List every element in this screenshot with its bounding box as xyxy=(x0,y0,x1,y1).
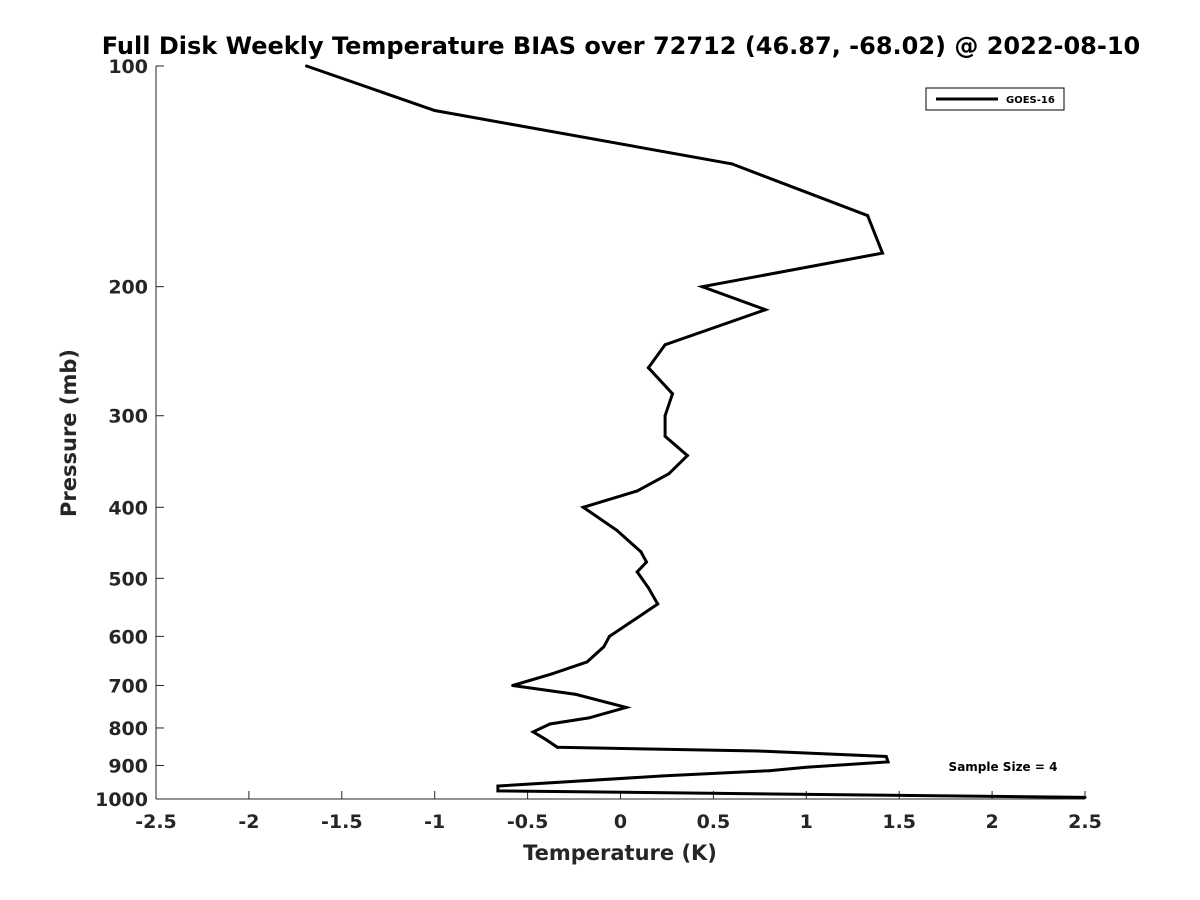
data-point xyxy=(656,602,660,606)
y-tick-label: 500 xyxy=(108,568,148,590)
data-point xyxy=(685,454,689,458)
data-point xyxy=(544,738,548,742)
data-point xyxy=(866,214,870,218)
data-point xyxy=(555,745,559,749)
x-tick-label: -0.5 xyxy=(507,811,549,833)
x-tick-label: -1.5 xyxy=(321,811,363,833)
x-tick-label: -1 xyxy=(424,811,445,833)
data-point xyxy=(574,692,578,696)
y-tick-label: 100 xyxy=(108,56,148,78)
data-point xyxy=(624,705,628,709)
x-tick-label: 1.5 xyxy=(882,811,916,833)
data-point xyxy=(700,285,704,289)
data-point xyxy=(628,621,632,625)
data-point xyxy=(496,784,500,788)
data-point xyxy=(886,760,890,764)
y-tick-label: 600 xyxy=(108,626,148,648)
data-point xyxy=(1083,795,1087,799)
legend-label-goes-16: GOES-16 xyxy=(1006,95,1055,106)
y-tick-label: 700 xyxy=(108,675,148,697)
y-axis-ticks: 100 200 300 400 500 600 700 800 900 1000 xyxy=(95,56,164,811)
data-point xyxy=(756,749,760,753)
y-tick-label: 300 xyxy=(108,406,148,428)
data-point xyxy=(639,550,643,554)
data-point xyxy=(433,109,437,112)
data-point xyxy=(884,755,888,758)
data-point xyxy=(661,774,665,778)
data-point xyxy=(730,162,734,166)
data-point xyxy=(767,769,771,773)
sample-size-annotation: Sample Size = 4 xyxy=(949,760,1058,774)
series-layer xyxy=(305,64,1087,799)
x-tick-label: 2 xyxy=(985,811,998,833)
data-point xyxy=(496,789,500,793)
data-point xyxy=(763,308,767,312)
data-point xyxy=(881,251,884,255)
data-point xyxy=(511,684,515,687)
data-point xyxy=(550,672,554,676)
y-tick-label: 200 xyxy=(108,277,148,299)
data-point xyxy=(635,570,639,574)
data-point xyxy=(671,392,674,396)
data-point xyxy=(663,434,667,438)
series-line-goes-16 xyxy=(306,64,1086,799)
data-point xyxy=(581,505,585,509)
data-point xyxy=(635,489,639,493)
axes xyxy=(155,66,1085,800)
x-tick-label: 0 xyxy=(614,811,627,833)
data-point xyxy=(663,343,667,347)
data-point xyxy=(585,660,589,664)
y-tick-label: 1000 xyxy=(95,789,148,811)
y-tick-label: 400 xyxy=(108,497,148,519)
data-point xyxy=(602,645,606,649)
y-axis-label: Pressure (mb) xyxy=(57,349,81,517)
x-tick-label: 0.5 xyxy=(697,811,731,833)
data-point xyxy=(607,634,611,638)
data-point xyxy=(645,560,648,564)
x-tick-label: 2.5 xyxy=(1068,811,1102,833)
data-point xyxy=(646,366,650,370)
x-axis-label: Temperature (K) xyxy=(523,841,717,865)
x-tick-label: -2.5 xyxy=(135,811,177,833)
data-point xyxy=(804,765,808,769)
x-tick-label: 1 xyxy=(800,811,813,833)
data-point xyxy=(667,472,671,476)
y-tick-label: 800 xyxy=(108,718,148,740)
data-point xyxy=(646,586,650,590)
data-point xyxy=(587,716,591,720)
chart-title: Full Disk Weekly Temperature BIAS over 7… xyxy=(102,32,1141,60)
y-tick-label: 900 xyxy=(108,755,148,777)
data-point xyxy=(305,64,308,68)
legend: GOES-16 xyxy=(925,87,1065,111)
x-axis-ticks: -2.5 -2 -1.5 -1 -0.5 0 0.5 1 1.5 2 2.5 xyxy=(135,791,1102,833)
data-point xyxy=(548,722,552,726)
data-point xyxy=(531,730,535,734)
data-point xyxy=(615,528,619,532)
x-tick-label: -2 xyxy=(238,811,259,833)
data-point xyxy=(663,414,667,418)
